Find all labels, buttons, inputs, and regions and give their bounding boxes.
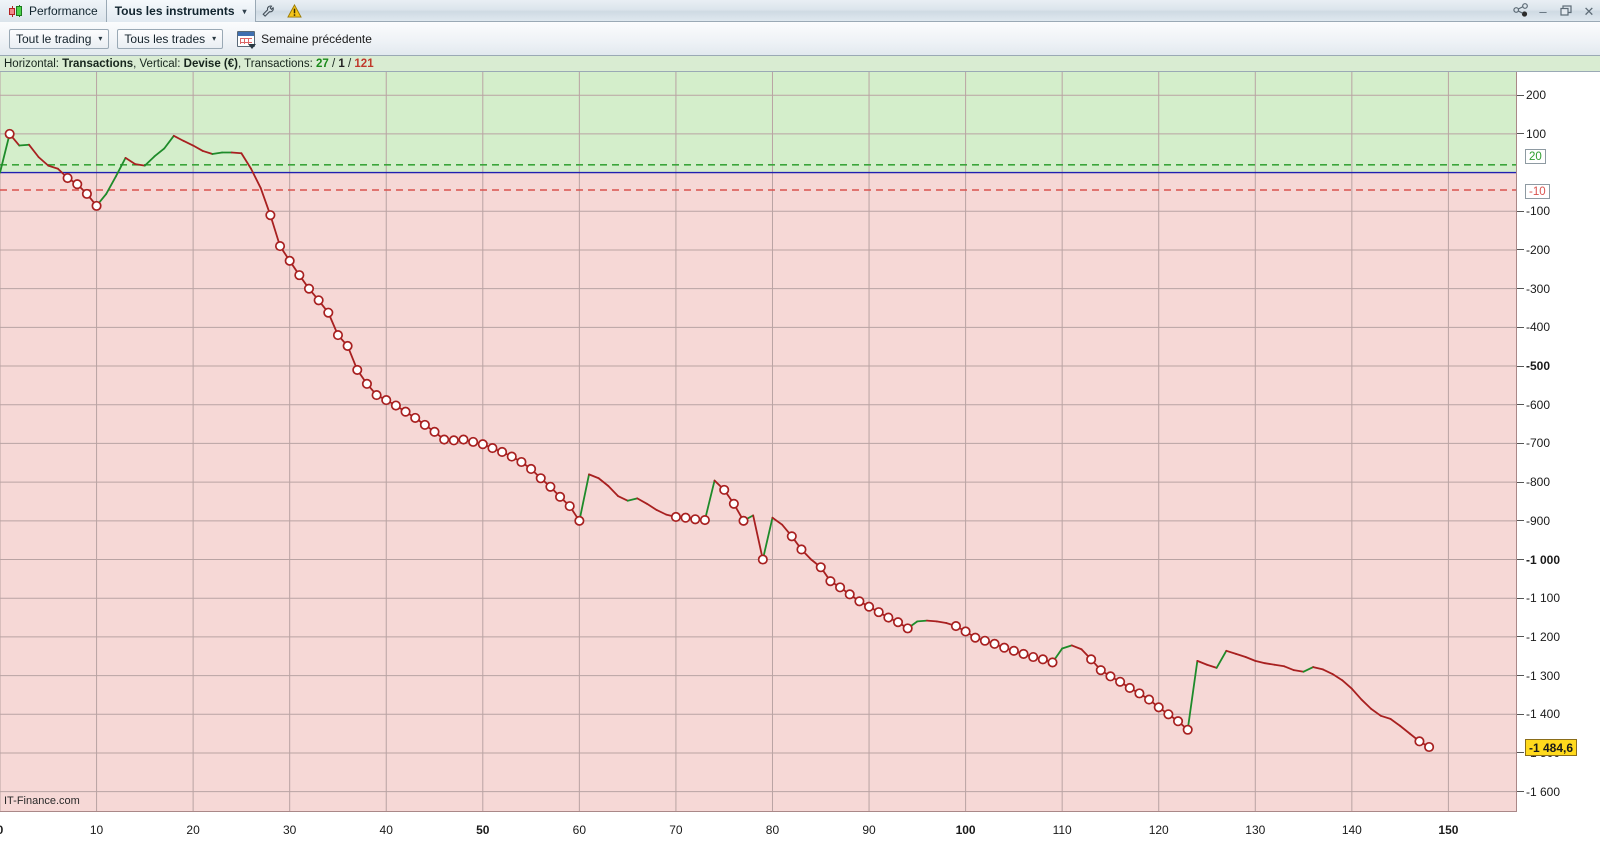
x-tick-label: 50: [476, 823, 490, 837]
losses-count: 121: [354, 57, 374, 70]
negative-zone: [0, 172, 1516, 811]
trades-filter-dropdown[interactable]: Tous les trades ▾: [117, 28, 224, 49]
y-tick-label: 200: [1517, 88, 1546, 102]
filter-toolbar: Tout le trading ▾ Tous les trades ▾ Sema…: [0, 22, 1600, 56]
window-controls: – ✕: [1513, 0, 1596, 22]
y-tick-label: -1 600: [1517, 785, 1560, 799]
x-axis[interactable]: 0 10 20 30 40 50 60 70 80 90 100 110 120 130 140 150: [0, 813, 1600, 848]
tab-all-instruments[interactable]: Tous les instruments ▾: [106, 0, 256, 22]
chart-plot[interactable]: IT-Finance.com: [0, 72, 1517, 812]
upper-band-box: 20: [1525, 148, 1546, 164]
x-tick-label: 20: [186, 823, 200, 837]
calendar-icon: [237, 30, 257, 49]
sep-1: /: [331, 57, 336, 70]
positive-zone: [0, 72, 1516, 173]
transactions-label: , Transactions:: [237, 57, 313, 70]
y-tick-label: -600: [1517, 398, 1550, 412]
y-tick-label: -1 200: [1517, 630, 1560, 644]
tab-all-instruments-label: Tous les instruments: [114, 4, 235, 18]
y-tick-label: -1 300: [1517, 669, 1560, 683]
trading-filter-label: Tout le trading: [16, 31, 92, 46]
equity-curve-svg: [0, 72, 1516, 811]
wrench-tool-icon[interactable]: [256, 0, 282, 22]
x-tick-label: 70: [669, 823, 683, 837]
y-tick-label: -700: [1517, 436, 1550, 450]
vertical-value: Devise (€): [183, 57, 238, 70]
tab-performance-label: Performance: [29, 4, 98, 18]
y-tick-label: -400: [1517, 320, 1550, 334]
share-icon[interactable]: [1513, 3, 1528, 19]
period-label: Semaine précédente: [261, 31, 372, 46]
sep-2: /: [348, 57, 352, 70]
horizontal-value: Transactions: [62, 57, 134, 70]
x-tick-label: 140: [1341, 823, 1362, 837]
period-selector[interactable]: Semaine précédente: [237, 30, 372, 49]
chart-area: IT-Finance.com 200 100 -100 -200 -300 -400 -50…: [0, 72, 1600, 848]
trading-filter-dropdown[interactable]: Tout le trading ▾: [9, 28, 110, 49]
vertical-label: , Vertical:: [133, 57, 181, 70]
tab-performance[interactable]: Performance: [0, 0, 107, 22]
x-tick-label: 40: [379, 823, 393, 837]
y-tick-label: 100: [1517, 127, 1546, 141]
restore-button[interactable]: [1559, 4, 1573, 18]
trades-filter-label: Tous les trades: [124, 31, 206, 46]
lower-band-box: -10: [1525, 184, 1550, 199]
wins-count: 27: [315, 57, 329, 70]
x-tick-label: 100: [955, 823, 976, 837]
horizontal-label: Horizontal:: [4, 57, 59, 70]
y-tick-label: -1 100: [1517, 591, 1560, 605]
close-button[interactable]: ✕: [1583, 3, 1595, 19]
minimize-button[interactable]: –: [1539, 3, 1547, 19]
x-tick-label: 10: [89, 823, 104, 837]
y-tick-label: -100: [1517, 204, 1550, 218]
current-value-badge: -1 484,6: [1525, 739, 1578, 756]
chevron-down-icon: ▾: [98, 34, 103, 43]
neutral-count: 1: [338, 57, 345, 70]
x-tick-label: 80: [765, 823, 780, 837]
y-tick-label: -300: [1517, 282, 1550, 296]
y-tick-label: -1 000: [1517, 553, 1560, 567]
x-tick-label: 130: [1245, 823, 1266, 837]
x-tick-label: 0: [0, 823, 3, 837]
x-tick-label: 110: [1052, 823, 1072, 837]
y-tick-label: -800: [1517, 475, 1550, 489]
x-tick-label: 90: [862, 823, 876, 837]
y-axis[interactable]: 200 100 -100 -200 -300 -400 -500 -600 -700 -800 -9…: [1517, 72, 1600, 812]
x-tick-label: 150: [1438, 823, 1459, 837]
x-tick-label: 120: [1148, 823, 1169, 837]
chart-info-bar: Horizontal: Transactions, Vertical: Devi…: [0, 56, 1600, 72]
tab-group: Performance Tous les instruments ▾: [0, 0, 308, 22]
y-tick-label: -500: [1517, 359, 1550, 373]
y-tick-label: -200: [1517, 243, 1550, 257]
candlestick-icon: [8, 4, 24, 19]
chevron-down-icon: ▾: [212, 34, 217, 43]
title-bar: Performance Tous les instruments ▾: [0, 0, 1600, 22]
x-tick-label: 60: [572, 823, 587, 837]
chevron-down-icon: ▾: [242, 6, 247, 16]
y-tick-label: -1 400: [1517, 707, 1560, 721]
warning-icon[interactable]: [282, 0, 308, 22]
x-tick-label: 30: [282, 823, 297, 837]
y-tick-label: -900: [1517, 514, 1550, 528]
watermark: IT-Finance.com: [4, 795, 80, 807]
